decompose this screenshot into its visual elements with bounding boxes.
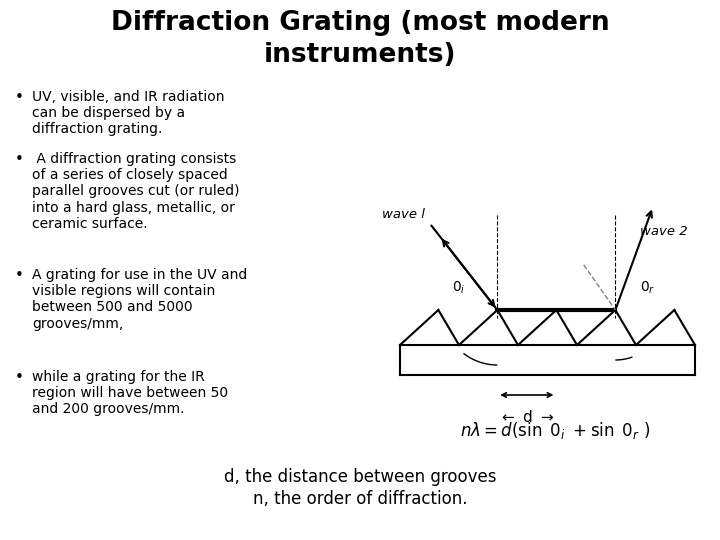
Text: while a grating for the IR
region will have between 50
and 200 grooves/mm.: while a grating for the IR region will h… [32,370,228,416]
Text: $0_r$: $0_r$ [640,279,656,296]
Text: instruments): instruments) [264,42,456,68]
Text: Diffraction Grating (most modern: Diffraction Grating (most modern [111,10,609,36]
Text: A grating for use in the UV and
visible regions will contain
between 500 and 500: A grating for use in the UV and visible … [32,268,247,330]
Text: UV, visible, and IR radiation
can be dispersed by a
diffraction grating.: UV, visible, and IR radiation can be dis… [32,90,225,137]
Text: n, the order of diffraction.: n, the order of diffraction. [253,490,467,508]
Text: •: • [15,268,24,283]
Text: •: • [15,152,24,167]
Text: d, the distance between grooves: d, the distance between grooves [224,468,496,486]
Text: $\leftarrow$ d $\rightarrow$: $\leftarrow$ d $\rightarrow$ [499,409,554,425]
Text: •: • [15,370,24,385]
Text: wave l: wave l [382,208,425,221]
Text: A diffraction grating consists
of a series of closely spaced
parallel grooves cu: A diffraction grating consists of a seri… [32,152,240,231]
Text: $n\lambda = d(\sin\ 0_i\ +\sin\ 0_r\ )$: $n\lambda = d(\sin\ 0_i\ +\sin\ 0_r\ )$ [460,420,650,441]
Text: •: • [15,90,24,105]
Text: $0_i$: $0_i$ [452,280,466,296]
Text: wave 2: wave 2 [640,225,688,238]
